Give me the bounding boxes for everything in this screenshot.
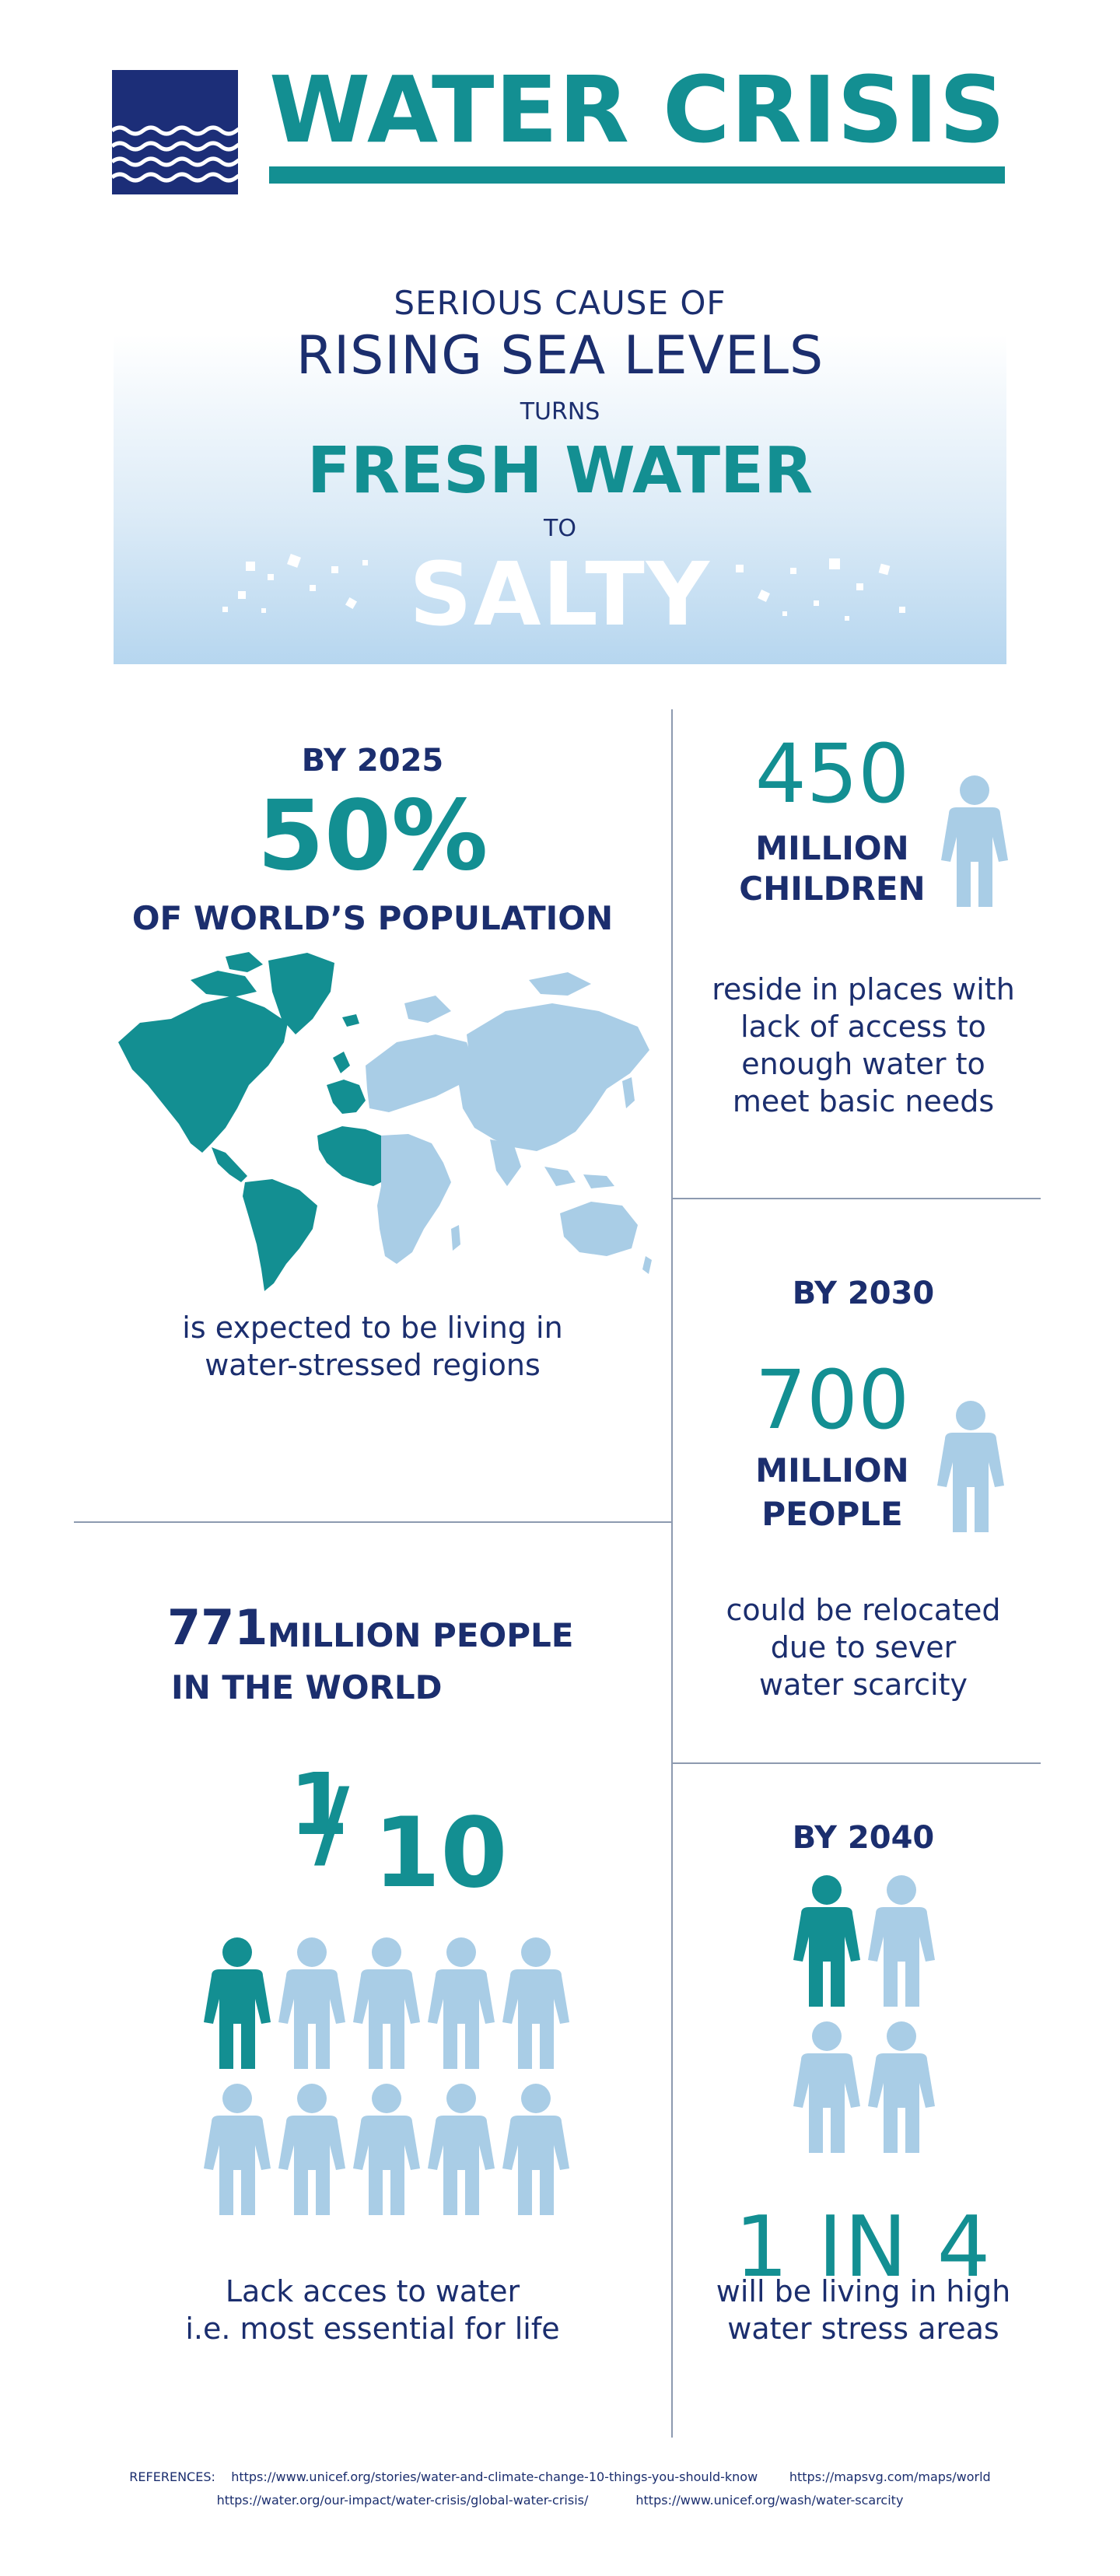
relocation-caption-3: water scarcity: [759, 1668, 968, 1702]
reference-link-4[interactable]: https://www.unicef.org/wash/water-scarci…: [635, 2493, 904, 2508]
children-number: 450: [754, 726, 910, 821]
children-caption-2: lack of access to: [740, 1010, 986, 1044]
person-icon: [278, 2083, 345, 2218]
row-divider-right-2: [673, 1762, 1041, 1764]
person-icon: [204, 2083, 271, 2218]
reference-link-2[interactable]: https://mapsvg.com/maps/world: [789, 2469, 991, 2484]
hero-line-5: TO: [544, 515, 576, 542]
world-access-label-1: MILLION PEOPLE: [268, 1616, 574, 1654]
person-icon: [793, 2021, 860, 2156]
hero-line-3: TURNS: [520, 398, 600, 425]
hero-banner: [114, 334, 1006, 664]
person-icon: [278, 1937, 345, 2072]
world-access-caption-1: Lack acces to water: [225, 2274, 520, 2308]
children-caption-3: enough water to: [741, 1047, 985, 1081]
hero-line-1: SERIOUS CAUSE OF: [394, 284, 726, 322]
children-caption-4: meet basic needs: [732, 1084, 995, 1118]
person-icon: [353, 2083, 420, 2218]
stress-ratio: 1 IN 4: [734, 2199, 992, 2296]
person-icon: [353, 1937, 420, 2072]
fraction-denominator: 10: [373, 1797, 508, 1909]
references: REFERENCES: https://www.unicef.org/stori…: [0, 2466, 1120, 2512]
person-icon: [428, 1937, 495, 2072]
references-label: REFERENCES:: [129, 2469, 215, 2484]
column-divider: [671, 709, 673, 2438]
person-icon: [868, 1874, 935, 2010]
water-waves-icon: [112, 125, 238, 183]
stress-caption-2: water stress areas: [727, 2312, 999, 2346]
person-icon-highlighted: [204, 1937, 271, 2072]
hero-line-2: RISING SEA LEVELS: [296, 325, 824, 387]
stress-caption-1: will be living in high: [716, 2274, 1011, 2308]
relocation-number: 700: [754, 1353, 910, 1447]
page-title: WATER CRISIS: [269, 56, 1006, 163]
world-map-icon: [118, 952, 652, 1291]
world-access-caption-2: i.e. most essential for life: [185, 2312, 560, 2346]
relocation-label-1: MILLION: [755, 1451, 909, 1489]
relocation-caption-1: could be relocated: [726, 1593, 1001, 1627]
person-icon: [502, 1937, 569, 2072]
person-icon: [868, 2021, 935, 2156]
stat-2025-percent: 50%: [257, 780, 488, 892]
child-person-icon: [941, 775, 1008, 907]
reference-link-3[interactable]: https://water.org/our-impact/water-crisi…: [216, 2493, 589, 2508]
person-icon: [428, 2083, 495, 2218]
hero-line-4: FRESH WATER: [306, 434, 814, 508]
children-caption-1: reside in places with: [712, 972, 1015, 1006]
person-icon: [502, 2083, 569, 2218]
hero-line-6: SALTY: [409, 544, 711, 646]
stat-2025-subject: OF WORLD’S POPULATION: [131, 899, 614, 937]
stat-2025-caption-2: water-stressed regions: [205, 1348, 541, 1382]
title-underline: [269, 166, 1005, 184]
stress-year: BY 2040: [792, 1820, 935, 1856]
water-logo-icon: [112, 70, 238, 194]
stat-2025-caption-1: is expected to be living in: [182, 1311, 563, 1345]
world-access-label-2: IN THE WORLD: [171, 1668, 443, 1706]
row-divider-left: [74, 1521, 671, 1523]
children-label-1: MILLION: [755, 829, 909, 867]
relocation-caption-2: due to sever: [770, 1630, 957, 1664]
relocation-year: BY 2030: [792, 1276, 935, 1311]
children-label-2: CHILDREN: [739, 870, 926, 908]
person-icon-highlighted: [793, 1874, 860, 2010]
world-access-number: 771: [167, 1599, 268, 1656]
reference-link-1[interactable]: https://www.unicef.org/stories/water-and…: [231, 2469, 758, 2484]
stat-2025-year: BY 2025: [301, 743, 444, 779]
relocation-label-2: PEOPLE: [761, 1495, 903, 1533]
fraction-separator: /: [314, 1768, 350, 1880]
fraction-numerator: 1: [289, 1755, 349, 1854]
row-divider-right-1: [673, 1198, 1041, 1199]
adult-person-icon: [937, 1401, 1004, 1532]
